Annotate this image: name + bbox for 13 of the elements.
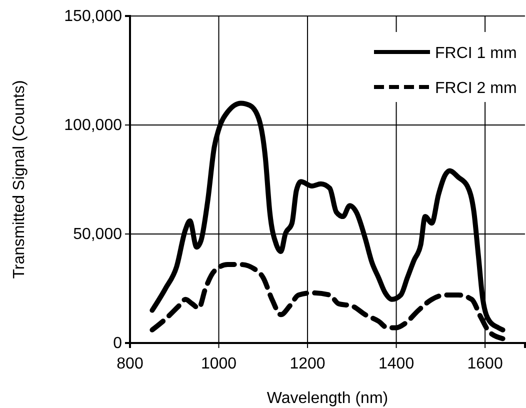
x-tick-label: 1400: [378, 356, 414, 373]
y-tick-label: 100,000: [64, 117, 122, 134]
y-tick-label: 150,000: [64, 8, 122, 26]
x-tick-label: 1000: [200, 356, 237, 373]
y-tick-label: 50,000: [73, 226, 122, 244]
x-axis-title: Wavelength (nm): [266, 390, 388, 407]
legend-label: FRCI 1 mm: [435, 45, 517, 62]
x-tick-label: 800: [116, 356, 144, 373]
x-tick-label: 1200: [290, 356, 326, 373]
legend-label: FRCI 2 mm: [435, 80, 517, 97]
y-tick-label: 0: [113, 335, 122, 352]
y-axis-title: Transmitted Signal (Counts): [11, 80, 28, 279]
x-tick-label: 1600: [467, 356, 503, 373]
